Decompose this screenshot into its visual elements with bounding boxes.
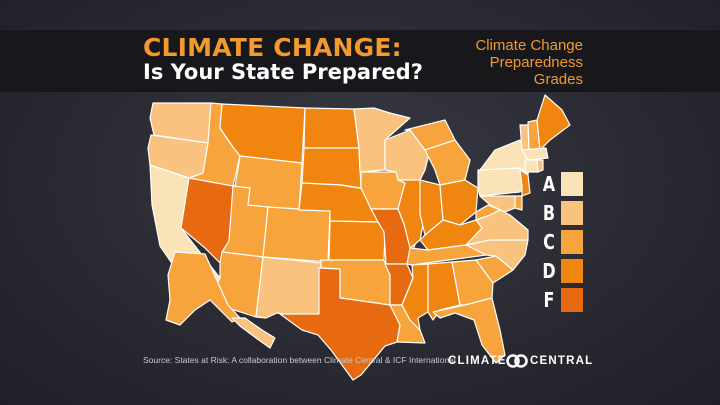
legend-letter-d: D [542, 259, 556, 283]
state-sd [301, 147, 362, 189]
state-ct [524, 159, 539, 173]
legend-row-d: D [540, 259, 590, 283]
legend-title: Climate Change Preparedness Grades [475, 37, 583, 88]
legend-row-c: C [540, 230, 590, 254]
state-fl [432, 297, 506, 364]
state-tx [279, 267, 401, 381]
state-pa [477, 167, 526, 197]
state-oh [439, 179, 479, 226]
legend-swatch-a [561, 172, 583, 196]
logo-text-right: CENTRAL [530, 355, 594, 367]
legend-swatch-c [561, 230, 583, 254]
state-hi [231, 317, 276, 349]
legend-row-f: F [540, 288, 590, 312]
state-md [479, 195, 516, 213]
state-nd [303, 107, 360, 149]
state-de [514, 195, 523, 211]
page-title: CLIMATE CHANGE: [143, 33, 402, 62]
header-band [0, 30, 720, 92]
state-me [536, 94, 571, 151]
state-wv [475, 204, 501, 221]
legend-title-line1: Climate Change [475, 37, 583, 54]
legend-swatch-d [561, 259, 583, 283]
climate-central-logo: CLIMATE CENTRAL [448, 352, 592, 370]
state-ma [521, 147, 549, 161]
state-ks [328, 220, 386, 261]
source-note: Source: States at Risk: A collaboration … [143, 355, 456, 365]
legend-swatch-f [561, 288, 583, 312]
state-nm [255, 256, 322, 321]
state-co [262, 206, 331, 263]
legend-row-a: A [540, 172, 590, 196]
legend-letter-a: A [542, 172, 556, 196]
logo-text-left: CLIMATE [448, 355, 507, 367]
legend-letter-b: B [542, 201, 556, 225]
legend-title-line2: Preparedness [489, 54, 583, 71]
legend-letter-f: F [543, 288, 555, 312]
legend-row-b: B [540, 201, 590, 225]
logo-rings-icon [506, 354, 528, 368]
page-subtitle: Is Your State Prepared? [143, 60, 423, 84]
state-ak [165, 251, 241, 326]
grade-legend: A B C D F [540, 172, 590, 314]
state-nj [519, 169, 531, 197]
legend-swatch-b [561, 201, 583, 225]
legend-letter-c: C [543, 230, 555, 254]
state-ri [536, 159, 544, 173]
legend-title-line3: Grades [533, 71, 583, 88]
